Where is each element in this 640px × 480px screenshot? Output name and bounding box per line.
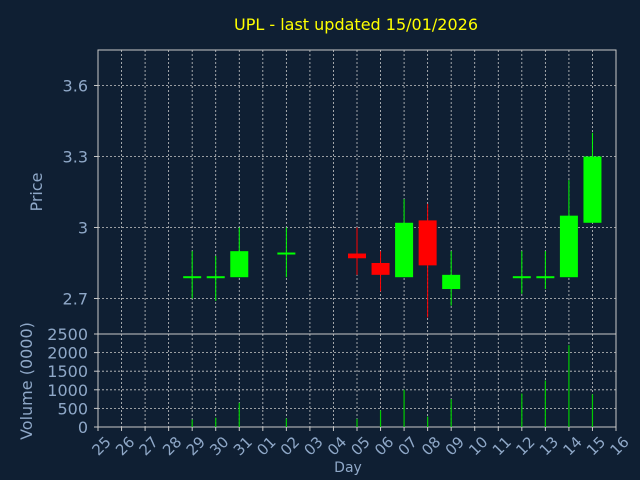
volume-tick-label: 1500 <box>47 362 88 381</box>
candle <box>277 227 296 278</box>
candle <box>371 251 390 292</box>
price-panel: 2.7 3 3.3 3.6 <box>63 49 617 335</box>
volume-tick-label: 0 <box>78 418 88 437</box>
volume-tick-label: 1000 <box>47 381 88 400</box>
candle <box>536 251 555 290</box>
price-axis-label: Price <box>27 172 46 211</box>
candle-body <box>418 220 437 266</box>
candle <box>395 199 414 278</box>
price-tick-label: 3 <box>78 219 88 238</box>
candle <box>206 255 225 301</box>
candle <box>442 251 461 306</box>
volume-tick-label: 500 <box>57 399 88 418</box>
price-tick-label: 3.3 <box>63 148 88 167</box>
candle <box>230 227 249 278</box>
chart-title: UPL - last updated 15/01/2026 <box>234 15 478 34</box>
candle <box>418 203 437 318</box>
candle-body <box>277 252 296 255</box>
candle-body <box>559 215 578 278</box>
candle-body <box>348 253 366 259</box>
volume-axis-label: Volume (0000) <box>17 322 36 440</box>
candle <box>348 227 366 275</box>
candle-body <box>395 222 414 278</box>
price-tick-label: 2.7 <box>63 290 88 309</box>
candle-body <box>206 276 225 279</box>
candle-body <box>371 263 390 275</box>
volume-tick-label: 2000 <box>47 344 88 363</box>
candle <box>559 180 578 278</box>
candle <box>512 251 531 294</box>
candle <box>183 251 202 299</box>
candle-body <box>536 276 555 279</box>
candle-body <box>442 274 461 290</box>
x-axis-label: Day <box>334 460 362 476</box>
candle-body <box>230 251 249 278</box>
candle-body <box>583 156 602 223</box>
price-tick-label: 3.6 <box>63 77 88 96</box>
candle-body <box>512 276 531 279</box>
candle-body <box>183 276 202 279</box>
volume-tick-label: 2500 <box>47 325 88 344</box>
candle <box>583 132 602 223</box>
